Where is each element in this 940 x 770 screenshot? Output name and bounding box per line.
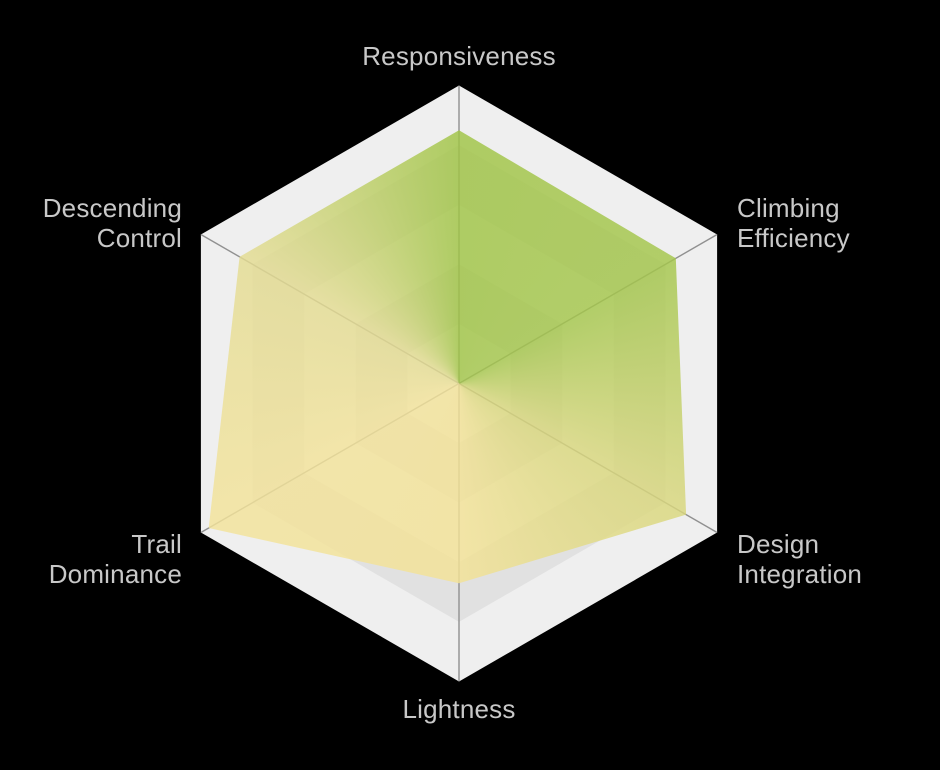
axis-label-descending-control: Descending Control [42,193,182,253]
axis-label-lightness: Lightness [402,694,516,724]
axis-label-climbing-efficiency: Climbing Efficiency [737,193,850,253]
axis-label-design-integration: Design Integration [737,529,863,589]
axis-label-trail-dominance: Trail Dominance [48,529,182,589]
axis-label-responsiveness: Responsiveness [362,41,556,71]
